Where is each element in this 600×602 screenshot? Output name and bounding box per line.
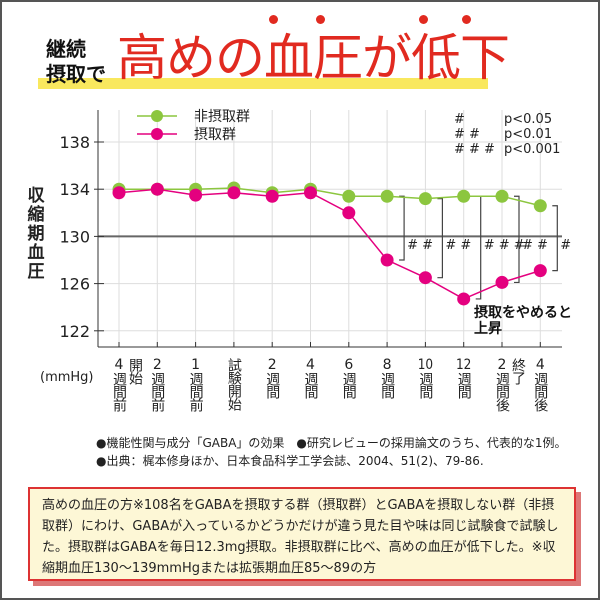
callout-text-2: 上昇 [474, 321, 502, 337]
legend-label: 非摂取群 [194, 109, 250, 125]
significance-mark: # # [522, 238, 548, 253]
x-tick-label: 2週間前 [149, 358, 166, 411]
emphasis-dot [269, 15, 278, 24]
significance-bracket [399, 195, 405, 261]
unit-label: (mmHg) [40, 370, 94, 385]
description-box: 高めの血圧の方※108名をGABAを摂取する群（摂取群）とGABAを摂取しない群… [28, 487, 576, 581]
significance-mark: # [560, 238, 571, 253]
callout-text-1: 摂取をやめると [474, 304, 572, 321]
y-axis-label: 収縮期血圧 [27, 186, 45, 282]
highlight-bar [38, 78, 488, 89]
sig-legend-mark: # # [454, 127, 480, 142]
sig-legend-mark: # # # [454, 142, 495, 157]
significance-bracket [514, 195, 520, 284]
data-point [380, 253, 394, 267]
headline: 継続 摂取で 高めの血圧が低下 [2, 2, 600, 102]
significance-bracket [552, 205, 558, 272]
y-tick-label: 122 [59, 322, 90, 341]
legend-marker [151, 110, 163, 122]
data-point [189, 188, 203, 202]
x-tick-label: 試験開始 [225, 358, 242, 410]
emphasis-dot [462, 15, 471, 24]
x-tick-label: 1週間前 [187, 358, 204, 411]
emphasis-dot [316, 15, 325, 24]
x-tick-label: 2週間後 [494, 358, 510, 411]
sig-legend-p: p<0.01 [504, 127, 552, 142]
x-annotation-end: 終了 [510, 358, 526, 384]
data-point [380, 189, 394, 203]
sig-legend-p: p<0.05 [504, 112, 552, 127]
data-point [495, 189, 509, 203]
y-tick-label: 130 [59, 227, 90, 246]
data-point [418, 192, 432, 206]
x-tick-label: 12週間 [455, 358, 472, 398]
data-point [495, 275, 509, 289]
data-point [457, 189, 471, 203]
legend-label: 摂取群 [194, 127, 236, 143]
y-tick-label: 126 [59, 275, 90, 294]
data-point [150, 182, 164, 196]
data-point [265, 189, 279, 203]
data-point [342, 206, 356, 220]
emphasis-dot [419, 15, 428, 24]
y-tick-label: 138 [59, 133, 90, 152]
data-point [533, 199, 547, 213]
y-tick-label: 134 [59, 180, 90, 199]
headline-main: 高めの血圧が低下 [117, 29, 510, 87]
note-1: ●機能性関与成分「GABA」の効果 ●研究レビューの採用論文のうち、代表的な1例… [96, 436, 567, 450]
data-point [227, 186, 241, 200]
x-tick-label: 4週間前 [111, 358, 127, 411]
data-point [533, 264, 547, 278]
sig-legend-mark: # [454, 112, 465, 127]
data-point [342, 189, 356, 203]
x-tick-label: 6週間 [340, 358, 357, 398]
series-line [118, 188, 541, 300]
x-annotation-start: 開始 [127, 358, 143, 384]
x-tick-label: 10週間 [417, 358, 434, 398]
x-tick-label: 4週間後 [532, 358, 549, 411]
sig-legend-p: p<0.001 [504, 142, 560, 157]
x-tick-label: 4週間 [302, 358, 319, 398]
significance-mark: # # [407, 238, 433, 253]
significance-mark: # # # [484, 238, 525, 253]
significance-mark: # # [445, 238, 471, 253]
data-point [304, 186, 317, 200]
note-2: ●出典：梶本修身ほか、日本食品科学工学会誌、2004、51(2)、79-86. [96, 454, 484, 468]
x-tick-label: 2週間 [264, 358, 281, 398]
data-point [457, 292, 471, 306]
data-point [418, 271, 432, 285]
legend-marker [151, 128, 163, 140]
data-point [112, 186, 126, 200]
headline-sub: 継続 摂取で [46, 37, 106, 86]
x-tick-label: 8週間 [379, 358, 396, 398]
significance-bracket [437, 198, 443, 279]
